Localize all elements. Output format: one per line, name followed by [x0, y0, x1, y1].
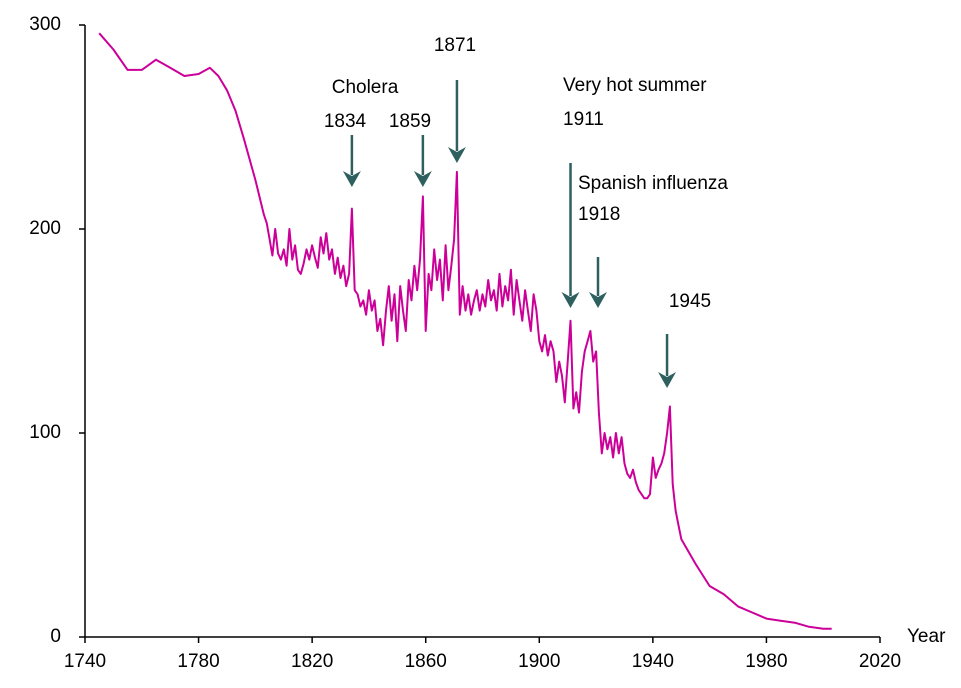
data-line: [98, 32, 832, 630]
y-tick-label: 0: [50, 626, 61, 647]
annotation-text: 1918: [578, 204, 620, 225]
x-axis-label: Year: [907, 626, 946, 647]
annotation-text: 1945: [669, 291, 711, 312]
annotation-text: 1911: [563, 109, 604, 130]
annotation-arrow-head: [561, 292, 580, 308]
annotation-text: Spanish influenza: [578, 173, 728, 194]
x-tick-label: 1940: [632, 651, 674, 672]
annotation-arrow-head: [413, 171, 432, 187]
annotation-text: Cholera: [332, 77, 399, 98]
annotation-arrow-head: [658, 372, 677, 388]
x-tick-label: 1780: [177, 651, 219, 672]
annotation-text: Very hot summer: [563, 75, 707, 96]
x-tick-label: 1740: [64, 651, 106, 672]
y-tick-label: 200: [29, 218, 61, 239]
x-tick-label: 1820: [291, 651, 333, 672]
annotation-arrow-head: [589, 292, 607, 308]
annotation-text: 1871: [434, 35, 476, 56]
x-tick-label: 1860: [405, 651, 447, 672]
annotation-arrow-head: [447, 147, 466, 163]
annotation-arrow-head: [342, 171, 361, 187]
y-tick-label: 100: [29, 422, 61, 443]
y-tick-label: 300: [29, 14, 61, 35]
x-tick-label: 1900: [518, 651, 560, 672]
x-tick-label: 2020: [859, 651, 901, 672]
x-tick-label: 1980: [745, 651, 787, 672]
annotation-text: 1834: [324, 111, 367, 132]
annotation-text: 1859: [389, 111, 431, 132]
